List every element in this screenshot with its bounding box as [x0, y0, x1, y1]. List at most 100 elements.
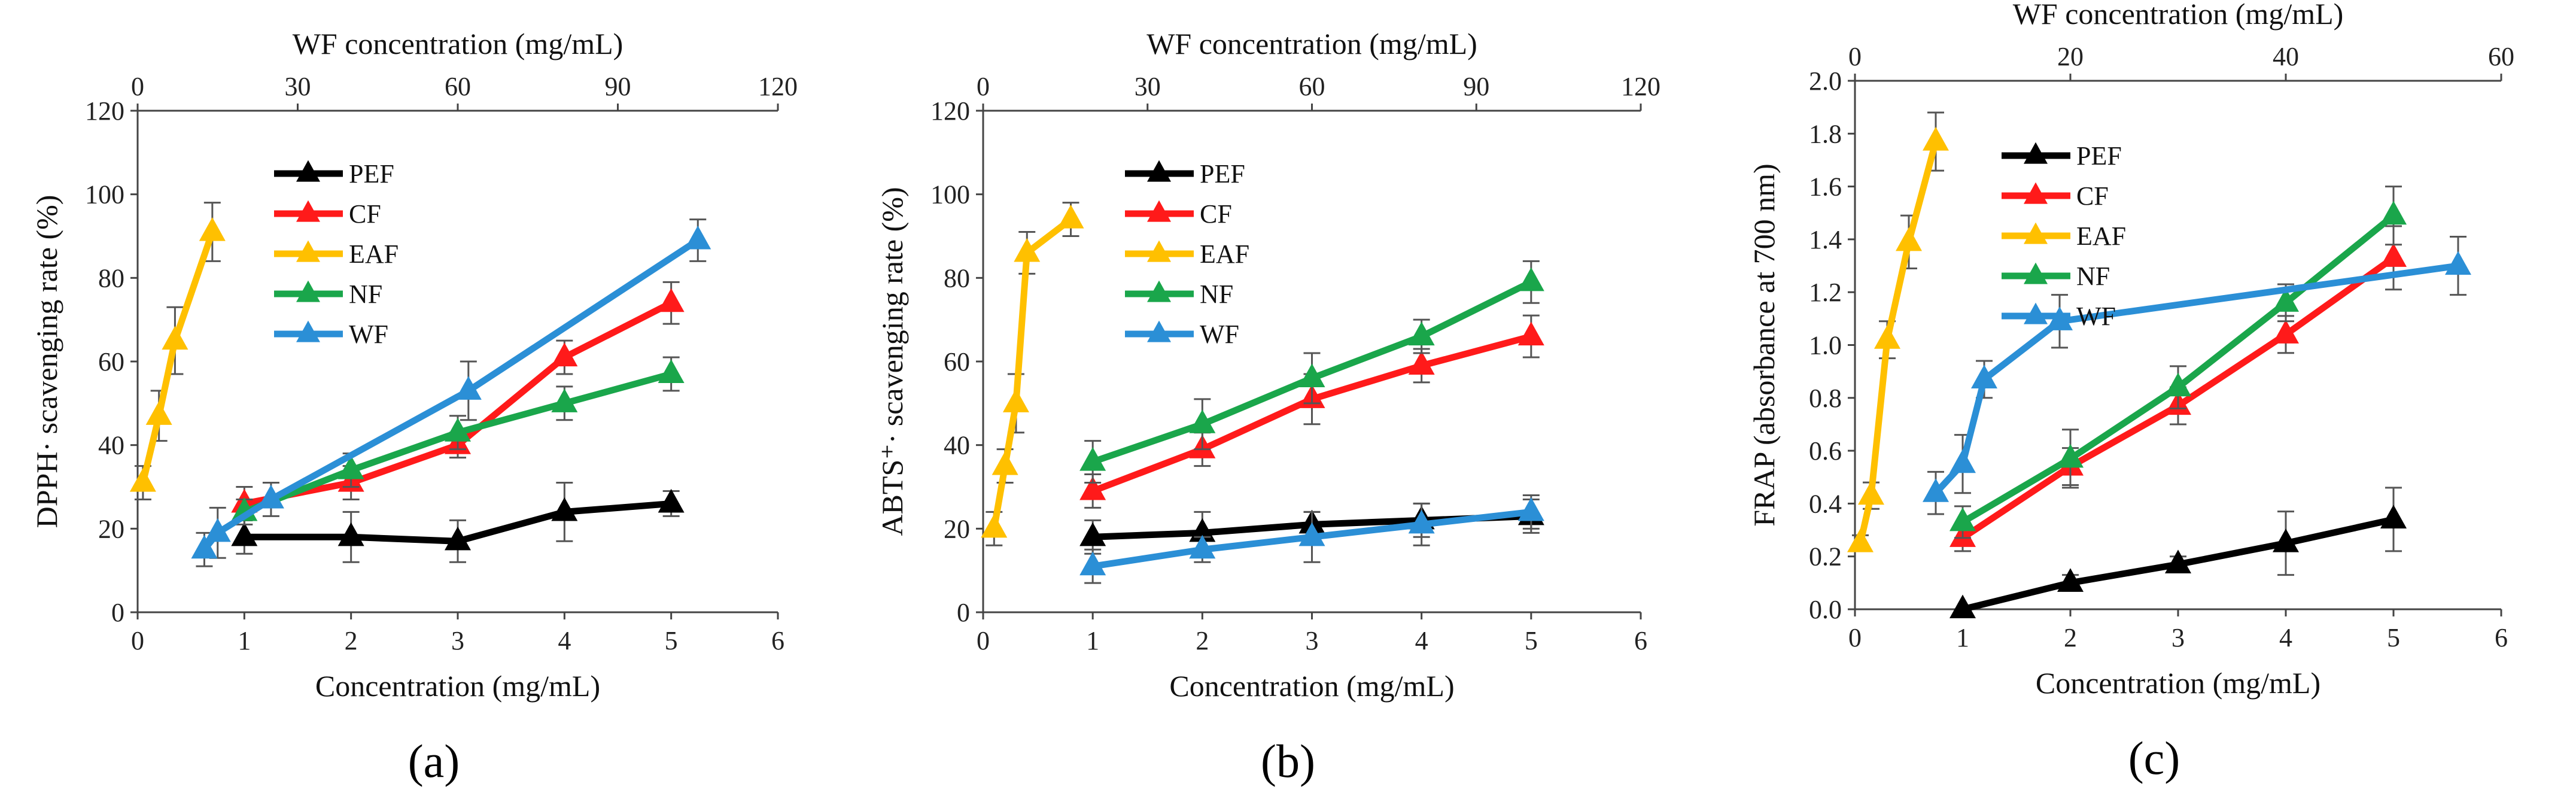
data-point-marker [1189, 518, 1216, 542]
data-point-marker [1517, 321, 1544, 346]
y-tick-label: 20 [98, 514, 124, 543]
data-point-marker [337, 522, 364, 546]
data-point-marker [1896, 227, 1922, 251]
legend-label: WF [1200, 320, 1239, 349]
x-tick-label: 3 [2171, 623, 2185, 652]
y-tick-label: 120 [85, 96, 124, 126]
legend-label: CF [2076, 181, 2109, 211]
data-point-marker [981, 514, 1008, 538]
series-eaf [129, 202, 226, 500]
data-point-marker [658, 288, 685, 312]
data-point-marker [2273, 288, 2299, 312]
data-point-marker [204, 518, 231, 542]
x2-tick-label: 0 [1848, 42, 1862, 71]
panel-label: (c) [2128, 732, 2180, 784]
data-point-marker [1950, 594, 1976, 619]
data-point-marker [685, 225, 711, 250]
series-line [1933, 262, 2459, 496]
data-point-marker [2165, 549, 2191, 573]
data-point-marker [551, 388, 578, 412]
y-tick-label: 1.2 [1809, 278, 1842, 307]
y-tick-label: 0.6 [1809, 436, 1842, 466]
x-tick-label: 4 [558, 626, 571, 655]
legend-label: WF [2076, 302, 2116, 331]
y-tick-label: 1.8 [1809, 119, 1842, 148]
data-point-marker [1408, 321, 1435, 346]
data-point-marker [191, 534, 218, 559]
chart-panel-3: 0.00.20.40.60.81.01.21.41.61.82.00 1 2 3 4 5 6… [1747, 0, 2514, 784]
x2-tick-label: 120 [758, 72, 798, 101]
legend-swatch-marker [296, 240, 320, 262]
data-point-marker [231, 522, 258, 546]
data-point-marker [1923, 126, 1949, 151]
series-nf [1079, 260, 1544, 484]
y-tick-label: 20 [944, 514, 970, 543]
legend-label: NF [1200, 279, 1233, 309]
data-point-marker [2445, 251, 2471, 275]
y-tick-label: 80 [98, 263, 124, 293]
legend-swatch-marker [2024, 222, 2048, 244]
x2-tick-label: 30 [1135, 72, 1161, 101]
x2-axis-label: WF concentration (mg/mL) [293, 27, 624, 60]
data-point-marker [1923, 478, 1949, 502]
series-wf [1923, 235, 2471, 515]
data-point-marker [1002, 388, 1029, 412]
x2-axis-label: WF concentration (mg/mL) [1146, 27, 1477, 60]
x-tick-label: 3 [1306, 626, 1319, 655]
data-point-marker [1298, 363, 1325, 387]
x2-tick-label: 120 [1621, 72, 1660, 101]
data-point-marker [1971, 364, 1997, 388]
series-pef [231, 482, 685, 563]
y-tick-label: 40 [944, 431, 970, 460]
data-point-marker [1408, 351, 1435, 375]
y-tick-label: 1.4 [1809, 225, 1842, 254]
legend: PEF CF EAF NF WF [274, 159, 399, 349]
y-tick-label: 100 [85, 180, 124, 209]
x-tick-label: 2 [1196, 626, 1209, 655]
data-point-marker [337, 455, 364, 479]
legend: PEF CF EAF NF WF [1125, 159, 1249, 349]
legend: PEF CF EAF NF WF [2002, 141, 2126, 331]
data-point-marker [1847, 528, 1874, 552]
data-point-marker [1874, 325, 1900, 349]
data-point-marker [2380, 243, 2407, 267]
data-point-marker [1189, 534, 1216, 559]
x-tick-label: 4 [1415, 626, 1428, 655]
data-point-marker [1858, 481, 1884, 505]
y-tick-label: 40 [98, 431, 124, 460]
series-eaf [981, 202, 1084, 546]
data-point-marker [992, 451, 1018, 475]
legend-swatch-marker [1147, 200, 1171, 222]
x-tick-label: 6 [1634, 626, 1647, 655]
data-point-marker [1014, 238, 1041, 262]
x-tick-label: 6 [771, 626, 784, 655]
x-tick-label: 1 [238, 626, 251, 655]
legend-label: CF [349, 199, 381, 229]
y-tick-label: 80 [944, 263, 970, 293]
legend-label: EAF [2076, 221, 2126, 251]
legend-swatch-marker [296, 160, 320, 182]
x2-tick-label: 60 [445, 72, 471, 101]
legend-swatch-marker [2024, 182, 2048, 204]
x-tick-label: 6 [2495, 623, 2508, 652]
data-point-marker [551, 497, 578, 521]
series-pef [1950, 487, 2407, 619]
data-point-marker [2273, 320, 2299, 344]
legend-swatch-marker [1147, 160, 1171, 182]
x-tick-label: 2 [2064, 623, 2077, 652]
y-tick-label: 1.6 [1809, 172, 1842, 202]
x2-tick-label: 60 [1299, 72, 1325, 101]
x2-tick-label: 40 [2273, 42, 2299, 71]
x-tick-label: 3 [451, 626, 464, 655]
panel-label: (a) [408, 735, 460, 787]
x-tick-label: 0 [1848, 623, 1862, 652]
data-point-marker [129, 467, 156, 492]
y-tick-label: 60 [98, 347, 124, 376]
data-point-marker [1189, 409, 1216, 433]
legend-swatch-marker [1147, 320, 1171, 342]
data-point-marker [1408, 509, 1435, 534]
series-line [139, 230, 216, 484]
x-tick-label: 5 [2387, 623, 2400, 652]
